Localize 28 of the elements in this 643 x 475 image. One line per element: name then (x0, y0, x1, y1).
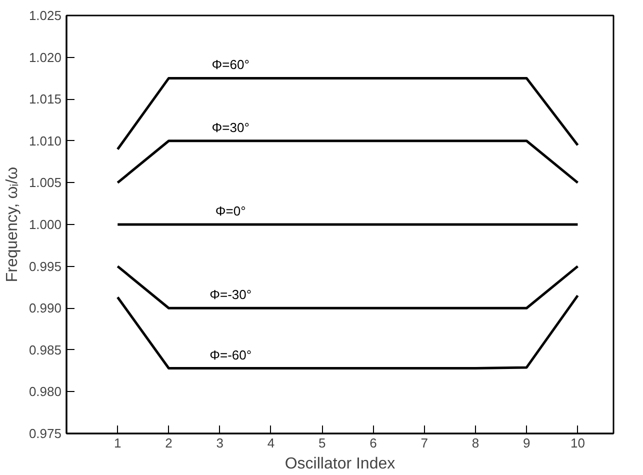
y-tick-label: 0.995 (28, 258, 62, 274)
x-tick-label: 1 (114, 436, 122, 450)
annotation: Φ=60° (212, 57, 250, 72)
x-tick-label: 5 (318, 436, 326, 450)
annotation: Φ=0° (215, 204, 246, 218)
y-tick-label: 0.980 (28, 384, 62, 400)
annotation: Φ=-60° (210, 347, 252, 362)
y-tick-label: 0.975 (28, 426, 62, 441)
y-tick-label: 1.000 (28, 217, 62, 232)
y-tick-label: 0.985 (28, 342, 62, 358)
annotation: Φ=-30° (210, 287, 252, 302)
x-tick-label: 4 (267, 436, 275, 450)
x-tick-label: 3 (216, 436, 224, 450)
annotation: Φ=30° (212, 120, 250, 135)
x-tick-label: 7 (420, 436, 428, 450)
x-tick-label: 2 (165, 436, 172, 450)
y-tick-label: 1.020 (28, 50, 62, 65)
y-tick-label: 1.005 (28, 175, 62, 190)
y-axis-title: Frequency, ωᵢ/ω (4, 166, 21, 282)
y-tick-label: 1.010 (28, 133, 62, 148)
x-tick-label: 6 (370, 436, 377, 450)
y-tick-label: 1.015 (28, 92, 62, 107)
x-tick-label: 10 (570, 436, 585, 450)
x-tick-label: 9 (522, 436, 530, 450)
x-tick-label: 8 (472, 436, 480, 450)
x-axis-title: Oscillator Index (284, 456, 396, 472)
y-tick-label: 1.025 (28, 8, 62, 23)
y-tick-label: 0.990 (28, 300, 62, 316)
